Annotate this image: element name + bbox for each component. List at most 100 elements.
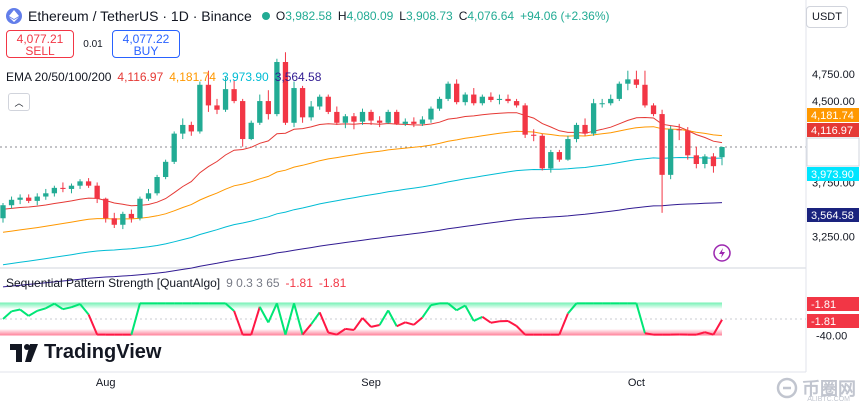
time-tick-label: Sep [361, 377, 381, 389]
oscillator-segment [361, 317, 372, 328]
positive-band [0, 302, 722, 309]
ema100-tag-bg [807, 167, 859, 181]
oscillator-segment [345, 327, 355, 331]
candle-body [128, 213, 135, 219]
oscillator-segment [353, 317, 364, 331]
candle-body [488, 96, 494, 100]
oscillator-segment [71, 303, 81, 309]
oscillator-segment [387, 309, 398, 327]
market-open-indicator [261, 12, 270, 20]
oscillator-segment [567, 302, 578, 315]
candle-body [633, 79, 640, 85]
oscillator-segment [712, 319, 723, 336]
high-label: H [337, 9, 347, 23]
oscillator-segment [421, 304, 432, 319]
negative-band [0, 329, 722, 336]
watermark: 币圈网 ALIBTC.COM [776, 375, 856, 403]
oscillator-segment [696, 331, 706, 336]
candle-body [342, 116, 349, 123]
candle-body [103, 198, 109, 219]
candle-body [171, 133, 177, 162]
candle-body [43, 193, 49, 197]
candle-body [650, 105, 657, 115]
candle-body [145, 193, 152, 199]
indicator-value-2: -1.81 [318, 276, 347, 290]
countdown-tag: 17:48:02 [811, 153, 854, 165]
candle-body [180, 124, 186, 134]
oscillator-segment [328, 331, 338, 336]
candle-body [522, 105, 528, 135]
watermark-name: 币圈网 [802, 379, 856, 399]
high-value: 4,080.09 [346, 9, 394, 23]
candle-body [513, 101, 520, 106]
ema-legend-label: EMA 20/50/100/200 [6, 70, 112, 84]
brand-name: TradingView [44, 341, 162, 363]
ema200-tag-bg [807, 208, 859, 222]
ema50-line [2, 126, 723, 233]
candle-body [376, 120, 383, 123]
candle-body [265, 101, 271, 115]
oscillator-segment [370, 324, 380, 328]
candle-body [411, 121, 417, 124]
oscillator-segment [275, 303, 287, 335]
oscillator-segment [515, 325, 526, 336]
candle-body [385, 111, 391, 123]
oscillator-segment [456, 304, 466, 312]
watermark-logo-icon [776, 377, 798, 399]
currency-selector[interactable]: USDT [806, 6, 848, 28]
chevron-up-icon: ︿ [14, 97, 24, 108]
oscillator-segment [36, 307, 47, 312]
candle-body [317, 96, 323, 107]
candle-body [334, 111, 340, 123]
symbol-title[interactable]: Ethereum / TetherUS · 1D · Binance [28, 8, 252, 24]
candle-body [659, 114, 665, 175]
spread-value: 0.01 [83, 38, 103, 50]
candle-body [719, 147, 725, 158]
candle-body [299, 88, 306, 118]
oscillator-bands [0, 302, 806, 336]
candle-body [77, 181, 83, 186]
candle-body [94, 185, 100, 199]
tradingview-logo[interactable]: TradingView [10, 341, 161, 364]
indicator-title: Sequential Pattern Strength [QuantAlgo] [6, 276, 221, 290]
candle-body [539, 135, 545, 169]
candle-body [608, 98, 614, 104]
buy-button[interactable]: 4,077.22 BUY [112, 30, 180, 58]
ema-legend[interactable]: EMA 20/50/100/200 4,116.97 4,181.74 3,97… [6, 70, 321, 84]
candle-body [710, 156, 717, 167]
candle-body [248, 122, 254, 140]
ema200-value: 3,564.58 [274, 70, 322, 84]
oscillator-segment [284, 303, 295, 335]
oscillator-segment [490, 320, 500, 324]
candle-body [676, 129, 682, 131]
candle-body [137, 198, 143, 219]
ema50-value: 4,181.74 [169, 70, 216, 84]
ethereum-icon [6, 8, 22, 24]
collapse-legend-button[interactable]: ︿ [8, 93, 30, 111]
candle-body [205, 84, 212, 106]
candle-body [257, 101, 263, 123]
candle-body [402, 121, 408, 124]
oscillator-segment [293, 303, 304, 335]
candle-body [462, 94, 468, 103]
candle-body [8, 199, 15, 206]
osc-tick-label: -40.00 [816, 331, 847, 343]
ema20-tag-bg [807, 123, 859, 137]
indicator-legend[interactable]: Sequential Pattern Strength [QuantAlgo] … [6, 276, 346, 290]
candle-body [17, 197, 23, 200]
candle-body [325, 96, 331, 112]
oscillator-segment [558, 313, 569, 336]
sell-price: 4,077.21 [16, 32, 64, 46]
price-tick-label: 4,500.00 [812, 96, 855, 108]
osc-tag-a-bg [807, 297, 859, 311]
ema50-tag: 4,181.74 [811, 110, 854, 122]
candle-body [291, 88, 297, 123]
alert-icon[interactable] [713, 244, 731, 262]
oscillator-segment [2, 310, 13, 320]
sell-button[interactable]: 4,077.21 SELL [6, 30, 74, 58]
candle-body [428, 108, 434, 120]
candle-body [548, 152, 554, 169]
indicator-params: 9 0.3 3 65 [226, 276, 280, 290]
ema100-line [2, 156, 723, 266]
